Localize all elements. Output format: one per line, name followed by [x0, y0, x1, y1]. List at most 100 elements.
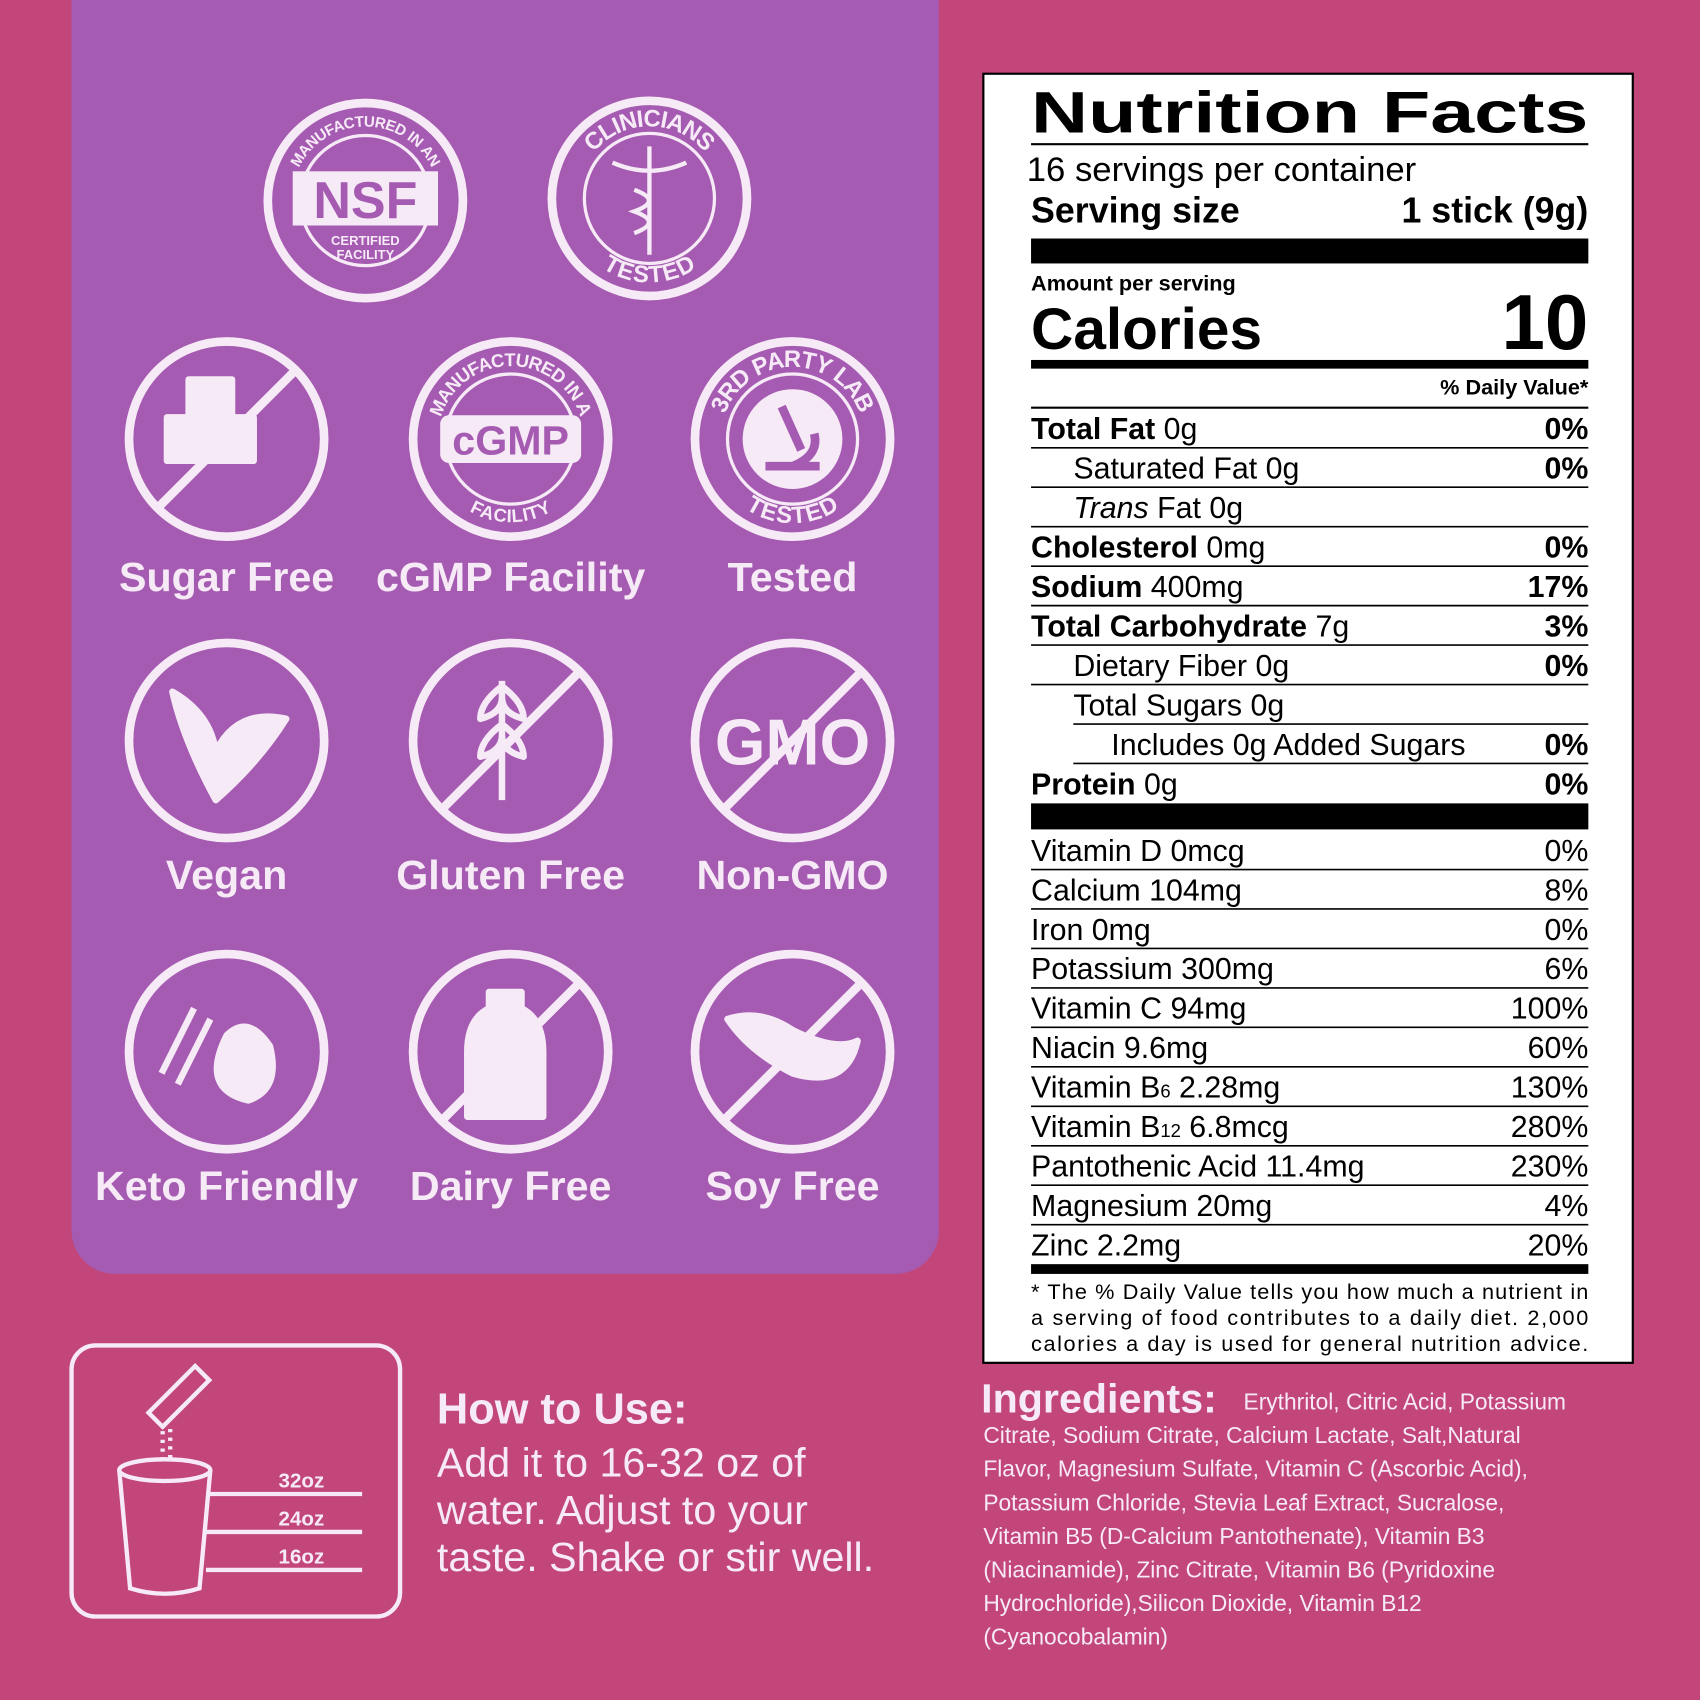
- icon-ring: [124, 949, 329, 1154]
- cup-icon: [117, 1363, 363, 1596]
- icon-slash: [438, 668, 584, 813]
- how-line: taste. Shake or stir well.: [437, 1534, 874, 1580]
- icon-ring: [408, 638, 613, 843]
- vitamin-dv: 100%: [1511, 993, 1589, 1026]
- vitamin-amount: 300mg: [1181, 953, 1274, 986]
- vitamin-name: Vitamin B: [1031, 1111, 1160, 1144]
- vitamin-amount: 2.2mg: [1097, 1229, 1181, 1262]
- footnote: * The % Daily Value tells you how much a…: [1031, 1279, 1588, 1304]
- vitamin-name: Zinc: [1031, 1229, 1088, 1262]
- icon-glyph: [158, 1006, 276, 1104]
- nutrient-row: Dietary Fiber 0g: [1073, 650, 1289, 683]
- ingredients-line: Flavor, Magnesium Sulfate, Vitamin C (As…: [983, 1456, 1528, 1482]
- vitamin-dv: 0%: [1544, 835, 1588, 868]
- cgmp-logo: cGMP: [452, 417, 569, 463]
- cup-box: [69, 1343, 403, 1619]
- vitamin-row: Vitamin B6 2.28mg: [1031, 1072, 1280, 1105]
- nutrient-name: Total Fat: [1031, 413, 1155, 446]
- serving-size: 1 stick (9g): [1401, 190, 1588, 230]
- space: [1149, 492, 1157, 525]
- icon-glyph: [477, 680, 527, 801]
- nutrient-row: Trans Fat 0g: [1073, 492, 1243, 525]
- space: [1136, 768, 1144, 801]
- nutrient-dv: 0%: [1544, 729, 1588, 762]
- badge-ring: [690, 337, 895, 542]
- nutrient-dv: 17%: [1528, 571, 1589, 604]
- servings: 16 servings per container: [1027, 151, 1416, 189]
- icon-label: Vegan: [166, 852, 287, 898]
- space: [1257, 1151, 1265, 1184]
- space: [1201, 492, 1209, 525]
- nf-title: Nutrition Facts: [1031, 80, 1588, 145]
- nutrient-row: Total Fat 0g: [1031, 413, 1197, 446]
- nutrient-amount: 0g: [1250, 689, 1284, 722]
- badge-inner-ring: [582, 131, 717, 266]
- ingredients-label: Ingredients:: [981, 1376, 1217, 1422]
- vitamin-amount: 104mg: [1149, 874, 1242, 907]
- footnote: a serving of food contributes to a daily…: [1031, 1305, 1588, 1330]
- nutrient-dv: 3%: [1544, 610, 1588, 643]
- vitamin-amount: 2.28mg: [1179, 1072, 1280, 1105]
- vitamin-row: Niacin 9.6mg: [1031, 1032, 1208, 1065]
- calories-value: 10: [1502, 278, 1589, 366]
- nutrient-row: Protein 0g: [1031, 768, 1178, 801]
- vitamin-row: Vitamin C 94mg: [1031, 993, 1246, 1026]
- nutrient-dv: 0%: [1544, 413, 1588, 446]
- vitamin-dv: 20%: [1528, 1229, 1589, 1262]
- nutrient-amount: 400mg: [1151, 571, 1244, 604]
- nutrient-name: Includes 0g Added Sugars: [1111, 729, 1465, 762]
- nutrient-name: Protein: [1031, 768, 1136, 801]
- nutrient-dv: 0%: [1544, 453, 1588, 486]
- space: [1173, 953, 1181, 986]
- space: [1141, 874, 1149, 907]
- thick-bar: [1031, 1264, 1589, 1274]
- nutrient-row: Total Carbohydrate 7g: [1031, 610, 1349, 643]
- vitamin-name: Calcium: [1031, 874, 1141, 907]
- space: [1088, 1229, 1096, 1262]
- ingredients-line: (Niacinamide), Zinc Citrate, Vitamin B6 …: [983, 1556, 1495, 1582]
- nutrient-amount: 0g: [1144, 768, 1178, 801]
- vitamin-row: Zinc 2.2mg: [1031, 1229, 1181, 1262]
- nsf-sub: CERTIFIED: [331, 233, 400, 248]
- icon-glyph: [163, 376, 257, 465]
- ingredients-line: Erythritol, Citric Acid, Potassium: [1244, 1388, 1566, 1414]
- space: [1162, 835, 1170, 868]
- vitamin-name: Pantothenic Acid: [1031, 1151, 1257, 1184]
- icon-label: Tested: [728, 554, 858, 600]
- nutrient-row: Cholesterol 0mg: [1031, 531, 1265, 564]
- ingredients-line: Vitamin B5 (D-Calcium Pantothenate), Vit…: [983, 1523, 1484, 1549]
- nutrient-row: Total Sugars 0g: [1073, 689, 1284, 722]
- vitamin-row: Pantothenic Acid 11.4mg: [1031, 1151, 1364, 1184]
- thick-bar: [1031, 238, 1589, 264]
- badge-ring: [547, 96, 752, 301]
- ingredients-line: (Cyanocobalamin): [983, 1624, 1168, 1650]
- calories-label: Calories: [1031, 297, 1262, 362]
- cup-mark: 16oz: [279, 1545, 325, 1568]
- vitamin-amount: 9.6mg: [1124, 1032, 1208, 1065]
- nutrient-dv: 0%: [1544, 768, 1588, 801]
- nutrient-name: Total Sugars: [1073, 689, 1242, 722]
- nutrient-amount: 0g: [1209, 492, 1243, 525]
- icon-label: cGMP Facility: [376, 554, 645, 600]
- space: [1198, 531, 1206, 564]
- vitamin-dv: 0%: [1544, 914, 1588, 947]
- vitamin-row: Potassium 300mg: [1031, 953, 1274, 986]
- vitamin-dv: 60%: [1528, 1032, 1589, 1065]
- space: [1162, 993, 1170, 1026]
- nsf-sub: FACILITY: [336, 247, 394, 262]
- icon-label: Sugar Free: [119, 554, 334, 600]
- cgmp-band: [440, 415, 582, 463]
- icon-glyph: [169, 688, 290, 804]
- thick-bar: [1031, 359, 1589, 369]
- icon-ring: [690, 949, 895, 1154]
- vitamin-name: Vitamin D: [1031, 835, 1162, 868]
- vitamin-amount: 0mcg: [1170, 835, 1244, 868]
- icon-ring: [124, 337, 329, 542]
- icon-label: Dairy Free: [410, 1163, 611, 1209]
- space: [1142, 571, 1150, 604]
- space: [1083, 914, 1091, 947]
- thick-bar: [1031, 803, 1589, 830]
- space: [1307, 610, 1315, 643]
- nutrient-row: Includes 0g Added Sugars: [1111, 729, 1465, 762]
